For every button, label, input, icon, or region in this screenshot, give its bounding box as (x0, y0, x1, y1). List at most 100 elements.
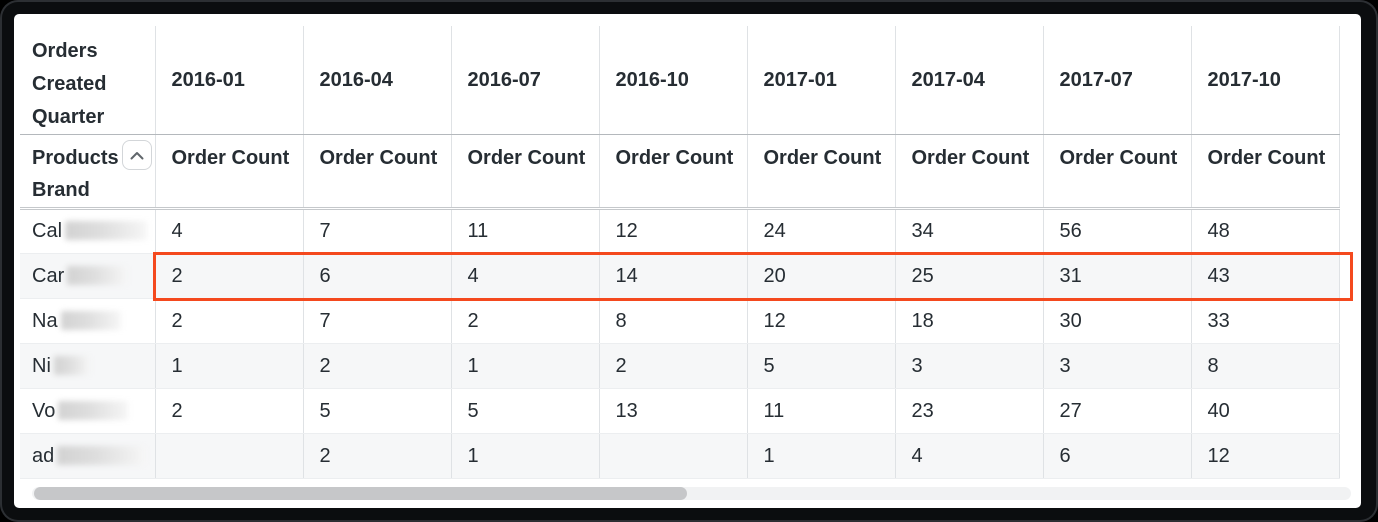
quarter-header-cell[interactable]: 2016-04 (303, 26, 452, 135)
value-cell[interactable] (599, 433, 748, 479)
redacted-blur (65, 221, 148, 240)
brand-label: Na (32, 309, 58, 332)
quarter-header-cell[interactable]: 2016-07 (451, 26, 600, 135)
value-cell[interactable]: 12 (1191, 433, 1340, 479)
value-cell[interactable]: 5 (303, 388, 452, 434)
value-cell[interactable]: 6 (1043, 433, 1192, 479)
value-cell[interactable]: 27 (1043, 388, 1192, 434)
value-cell[interactable]: 8 (599, 298, 748, 344)
corner-header-cell[interactable]: Orders Created Quarter (20, 26, 156, 135)
brand-label: ad (32, 444, 55, 467)
redacted-blur (57, 445, 146, 465)
value-cell[interactable]: 2 (599, 343, 748, 389)
value-cell[interactable]: 43 (1191, 253, 1340, 299)
value-cell[interactable]: 2 (155, 388, 304, 434)
value-cell[interactable]: 8 (1191, 343, 1340, 389)
redacted-blur (58, 400, 129, 420)
brand-cell[interactable]: Cal (20, 208, 156, 254)
value-cell[interactable]: 30 (1043, 298, 1192, 344)
value-cell[interactable]: 4 (155, 208, 304, 254)
value-cell[interactable]: 56 (1043, 208, 1192, 254)
value-cell[interactable]: 20 (747, 253, 896, 299)
brand-label: Ni (32, 354, 51, 377)
table-row: Vo 2 5 5 13 11 23 27 40 (20, 388, 1340, 434)
table-zone: Orders Created Quarter 2016-01 2016-04 201… (20, 26, 1361, 479)
value-cell[interactable]: 11 (451, 208, 600, 254)
brand-cell[interactable]: ad (20, 433, 156, 479)
quarter-header-cell[interactable]: 2017-10 (1191, 26, 1340, 135)
value-cell[interactable]: 33 (1191, 298, 1340, 344)
measure-header-cell[interactable]: Order Count (155, 134, 304, 210)
brand-cell[interactable]: Na (20, 298, 156, 344)
value-cell[interactable]: 1 (155, 343, 304, 389)
value-cell[interactable]: 25 (895, 253, 1044, 299)
value-cell[interactable]: 5 (451, 388, 600, 434)
value-cell[interactable]: 40 (1191, 388, 1340, 434)
value-cell[interactable]: 18 (895, 298, 1044, 344)
chevron-up-icon (130, 151, 144, 160)
value-cell[interactable]: 13 (599, 388, 748, 434)
quarter-header-cell[interactable]: 2017-04 (895, 26, 1044, 135)
table-panel: Orders Created Quarter 2016-01 2016-04 201… (14, 14, 1361, 508)
brand-cell[interactable]: Ni (20, 343, 156, 389)
brand-label: Car (32, 264, 65, 287)
value-cell[interactable]: 3 (895, 343, 1044, 389)
value-cell[interactable]: 31 (1043, 253, 1192, 299)
table-row: Car 2 6 4 14 20 25 31 43 (20, 253, 1340, 299)
value-cell[interactable]: 34 (895, 208, 1044, 254)
measure-header-cell[interactable]: Order Count (747, 134, 896, 210)
value-cell[interactable]: 2 (451, 298, 600, 344)
value-cell[interactable] (155, 433, 304, 479)
row-dimension-label: Products Brand (32, 147, 119, 201)
row-dimension-header-cell[interactable]: Products Brand (20, 134, 156, 210)
value-cell[interactable]: 1 (747, 433, 896, 479)
measure-header-cell[interactable]: Order Count (303, 134, 452, 210)
value-cell[interactable]: 2 (303, 433, 452, 479)
value-cell[interactable]: 23 (895, 388, 1044, 434)
measure-header-row: Products Brand Order Count Order Count Ord… (20, 134, 1340, 210)
value-cell[interactable]: 12 (599, 208, 748, 254)
quarter-header-row: Orders Created Quarter 2016-01 2016-04 201… (20, 26, 1340, 135)
pivot-table: Orders Created Quarter 2016-01 2016-04 201… (20, 26, 1340, 479)
redacted-blur (60, 310, 121, 330)
table-row: ad 2 1 1 4 6 12 (20, 433, 1340, 479)
value-cell[interactable]: 12 (747, 298, 896, 344)
brand-cell[interactable]: Vo (20, 388, 156, 434)
measure-header-cell[interactable]: Order Count (1043, 134, 1192, 210)
value-cell[interactable]: 4 (895, 433, 1044, 479)
value-cell[interactable]: 11 (747, 388, 896, 434)
table-row: Ni 1 2 1 2 5 3 3 8 (20, 343, 1340, 389)
value-cell[interactable]: 1 (451, 433, 600, 479)
value-cell[interactable]: 1 (451, 343, 600, 389)
value-cell[interactable]: 2 (303, 343, 452, 389)
value-cell[interactable]: 3 (1043, 343, 1192, 389)
measure-header-cell[interactable]: Order Count (1191, 134, 1340, 210)
quarter-header-cell[interactable]: 2016-01 (155, 26, 304, 135)
quarter-header-cell[interactable]: 2016-10 (599, 26, 748, 135)
value-cell[interactable]: 48 (1191, 208, 1340, 254)
sort-ascending-button[interactable] (121, 140, 152, 170)
value-cell[interactable]: 6 (303, 253, 452, 299)
value-cell[interactable]: 14 (599, 253, 748, 299)
value-cell[interactable]: 2 (155, 298, 304, 344)
redacted-blur (67, 265, 128, 285)
measure-header-cell[interactable]: Order Count (895, 134, 1044, 210)
brand-label: Cal (32, 220, 63, 242)
table-body: Cal 4 7 11 12 24 34 56 48 Car 2 6 4 14 20 25 31 43 Na 2 7 2 8 1… (20, 208, 1340, 479)
brand-cell[interactable]: Car (20, 253, 156, 299)
brand-label: Vo (32, 399, 56, 422)
horizontal-scrollbar-track[interactable] (32, 487, 1351, 500)
value-cell[interactable]: 24 (747, 208, 896, 254)
value-cell[interactable]: 7 (303, 298, 452, 344)
quarter-header-cell[interactable]: 2017-01 (747, 26, 896, 135)
value-cell[interactable]: 2 (155, 253, 304, 299)
value-cell[interactable]: 4 (451, 253, 600, 299)
measure-header-cell[interactable]: Order Count (599, 134, 748, 210)
value-cell[interactable]: 5 (747, 343, 896, 389)
measure-header-cell[interactable]: Order Count (451, 134, 600, 210)
value-cell[interactable]: 7 (303, 208, 452, 254)
horizontal-scrollbar-thumb[interactable] (34, 487, 687, 500)
quarter-header-cell[interactable]: 2017-07 (1043, 26, 1192, 135)
table-row: Cal 4 7 11 12 24 34 56 48 (20, 208, 1340, 254)
